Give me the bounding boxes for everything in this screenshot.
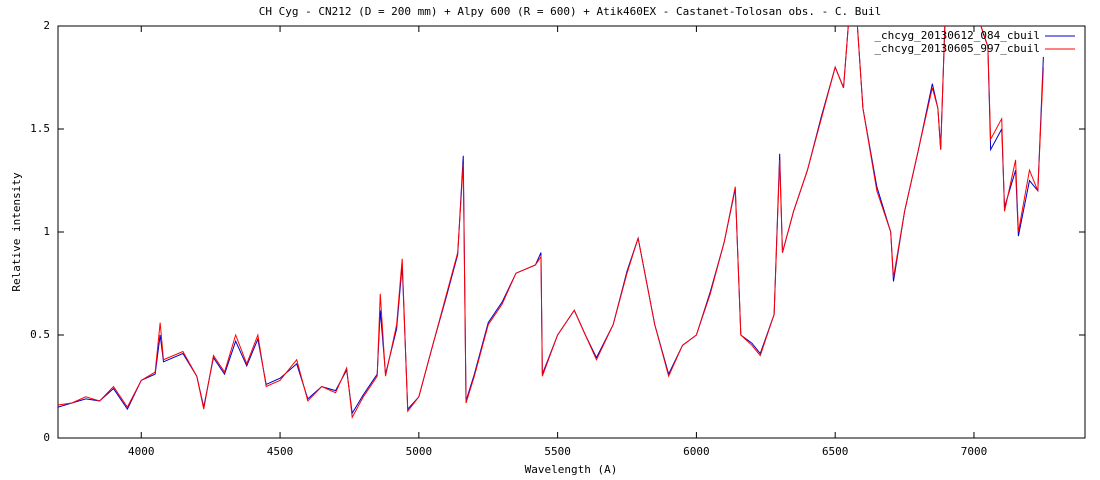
y-tick-label: 1.5 xyxy=(30,122,50,135)
y-tick-label: 1 xyxy=(43,225,50,238)
x-axis-label: Wavelength (A) xyxy=(525,463,618,476)
y-axis-label: Relative intensity xyxy=(10,172,23,292)
series-line xyxy=(58,26,1044,420)
chart-title: CH Cyg - CN212 (D = 200 mm) + Alpy 600 (… xyxy=(259,5,882,18)
legend-label: _chcyg_20130605_997_cbuil xyxy=(874,42,1040,55)
x-tick-label: 6000 xyxy=(683,445,710,458)
x-tick-label: 4000 xyxy=(128,445,155,458)
y-tick-label: 0.5 xyxy=(30,328,50,341)
x-tick-label: 4500 xyxy=(267,445,294,458)
x-tick-label: 6500 xyxy=(822,445,849,458)
x-tick-label: 5500 xyxy=(544,445,571,458)
x-tick-label: 7000 xyxy=(961,445,988,458)
plot-lines xyxy=(58,26,1044,420)
x-tick-label: 5000 xyxy=(406,445,433,458)
y-tick-label: 0 xyxy=(43,431,50,444)
legend-label: _chcyg_20130612_084_cbuil xyxy=(874,29,1040,42)
y-tick-label: 2 xyxy=(43,19,50,32)
